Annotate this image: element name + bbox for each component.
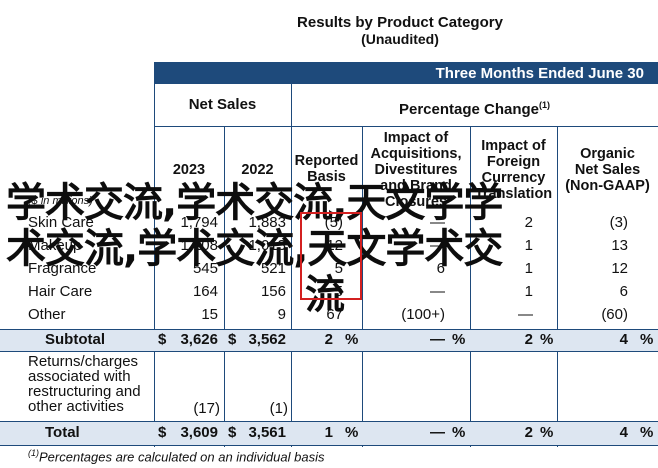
row-fx: — [518,306,533,323]
grid-line [470,126,471,447]
row-2022: 156 [260,283,286,300]
returns-label: Returns/charges associated with restructur… [28,353,141,415]
percentage-change-header: Percentage Change(1) [398,100,551,118]
row-2022: 1,883 [248,214,286,231]
grid-line [154,126,658,127]
row-acq: — [430,283,445,300]
year-2023-header: 2023 [172,162,206,178]
row-acq: 6 [436,260,445,277]
pct-symbol: % [640,331,654,348]
row-acq: (100+) [401,306,445,323]
subtotal-reported: 2 [324,331,333,348]
returns-2023: (17) [193,400,220,417]
units-note: ($ in millions) [28,195,93,207]
subtotal-shade [0,329,658,351]
row-label: Makeup [28,237,82,254]
row-reported: 5 [334,283,343,300]
subtotal-fx: 2 [524,331,533,348]
pct-symbol: % [640,424,654,441]
grid-line [557,126,558,447]
row-2023: 1,794 [180,214,218,231]
total-label: Total [45,424,80,441]
footnote: (1)Percentages are calculated on an indi… [28,448,325,465]
subtotal-organic: 4 [619,331,628,348]
row-organic: 6 [619,283,628,300]
row-reported: 67 [326,306,343,323]
subtotal-2023: 3,626 [180,331,218,348]
pct-symbol: % [345,331,359,348]
total-fx: 2 [524,424,533,441]
year-2022-header: 2022 [241,162,274,178]
row-fx: 2 [524,214,533,231]
watermark-text: 流 [305,272,345,318]
grid-line [0,329,658,330]
grid-line [291,84,292,447]
currency-symbol: $ [228,331,237,348]
row-2022: 1,013 [248,237,286,254]
subtotal-acq: — [430,331,445,348]
page-title: Results by Product Category [297,14,503,31]
watermark-text: 术交流,学术交流,天文学术交 [6,226,503,272]
row-acq: — [430,237,445,254]
row-label: Other [28,306,66,323]
row-organic: 13 [611,237,628,254]
pct-symbol: % [452,424,466,441]
reported-basis-header: Reported Basis [294,153,359,185]
total-shade [0,421,658,445]
total-organic: 4 [619,424,628,441]
watermark-text: 学术交流,学术交流,天文学学 [6,180,503,226]
row-fx: 1 [524,260,533,277]
impact-acquisitions-header: Impact of Acquisitions, Divestitures and Br… [370,130,462,210]
organic-header: Organic Net Sales (Non-GAAP) [565,146,650,194]
grid-line [0,351,658,352]
grid-line [154,84,155,447]
row-label: Fragrance [28,260,97,277]
row-organic: (60) [601,306,628,323]
currency-symbol: $ [158,331,167,348]
total-2022: 3,561 [248,424,286,441]
currency-symbol: $ [228,424,237,441]
grid-line [0,421,658,422]
grid-line [362,126,363,447]
impact-fx-header: Impact of Foreign Currency Translation [474,138,553,202]
row-reported: 5 [334,260,343,277]
highlight-box [300,212,362,300]
row-acq: — [430,214,445,231]
subtotal-label: Subtotal [45,331,105,348]
currency-symbol: $ [158,424,167,441]
row-reported: (5) [324,214,343,231]
row-fx: 1 [524,283,533,300]
row-reported: 12 [326,237,343,254]
grid-line [224,126,225,447]
period-band: Three Months Ended June 30 [154,62,658,84]
row-fx: 1 [524,237,533,254]
page-subtitle: (Unaudited) [361,31,439,47]
row-2023: 1,108 [180,237,218,254]
row-label: Skin Care [28,214,94,231]
row-label: Hair Care [28,283,93,300]
returns-2022: (1) [269,400,288,417]
row-2023: 545 [192,260,218,277]
pct-symbol: % [540,424,554,441]
grid-line [0,445,658,446]
row-2022: 521 [260,260,286,277]
total-2023: 3,609 [180,424,218,441]
pct-symbol: % [452,331,466,348]
row-2023: 164 [192,283,218,300]
row-organic: 12 [611,260,628,277]
row-2022: 9 [277,306,286,323]
pct-symbol: % [540,331,554,348]
subtotal-2022: 3,562 [248,331,286,348]
period-label: Three Months Ended June 30 [435,64,644,82]
total-acq: — [430,424,445,441]
net-sales-header: Net Sales [188,96,257,113]
pct-symbol: % [345,424,359,441]
row-organic: (3) [609,214,628,231]
row-2023: 15 [201,306,218,323]
total-reported: 1 [324,424,333,441]
